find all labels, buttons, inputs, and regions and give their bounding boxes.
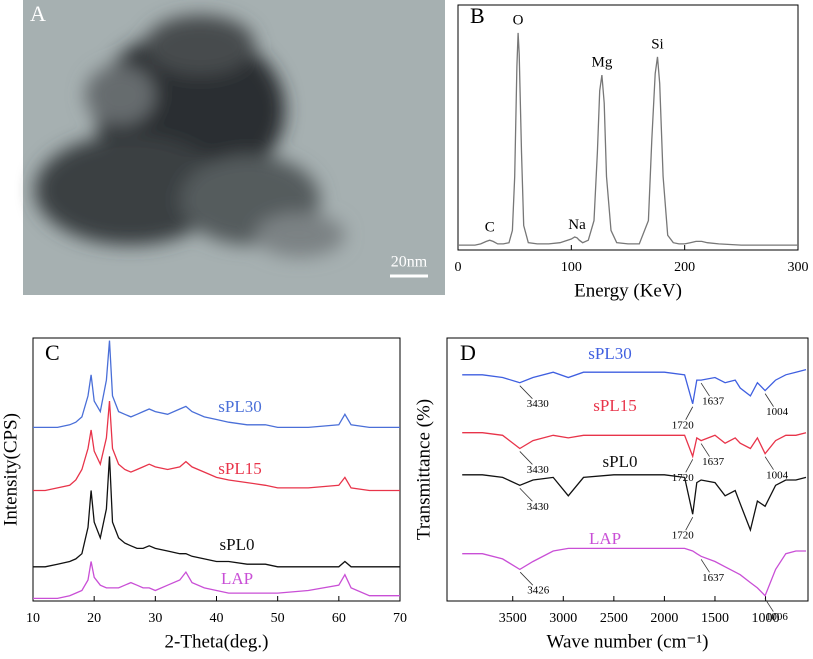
series-label: sPL15 bbox=[218, 459, 261, 478]
series-label: sPL30 bbox=[588, 344, 631, 363]
x-axis-label: Energy (KeV) bbox=[574, 280, 682, 301]
x-tick-label: 2500 bbox=[600, 611, 628, 626]
x-tick-label: 1000 bbox=[752, 611, 780, 626]
series-line bbox=[462, 474, 807, 533]
annotation-label: 1004 bbox=[766, 406, 789, 418]
annotation-arrow bbox=[764, 598, 774, 612]
annotation-label: 1637 bbox=[702, 396, 725, 408]
x-tick-label: 0 bbox=[455, 260, 462, 275]
series-line bbox=[462, 368, 807, 404]
series-label: LAP bbox=[589, 529, 621, 548]
annotation-arrow bbox=[519, 451, 533, 465]
peak-label: O bbox=[513, 12, 524, 28]
particle bbox=[35, 15, 345, 257]
annotation-arrow bbox=[700, 382, 710, 397]
series-line bbox=[458, 32, 798, 246]
x-tick-label: 3500 bbox=[499, 611, 527, 626]
panel-label: C bbox=[45, 340, 60, 365]
annotation-label: 1720 bbox=[672, 472, 695, 484]
x-tick-label: 60 bbox=[332, 611, 346, 626]
x-tick-label: 30 bbox=[148, 611, 162, 626]
x-axis-label: Wave number (cm⁻¹) bbox=[547, 631, 709, 652]
annotation-label: 3430 bbox=[527, 398, 550, 410]
series-label: LAP bbox=[221, 569, 253, 588]
series-label: sPL15 bbox=[593, 396, 636, 415]
annotation-label: 1637 bbox=[702, 572, 725, 584]
x-tick-label: 100 bbox=[561, 260, 582, 275]
x-tick-label: 300 bbox=[788, 260, 809, 275]
plot-frame bbox=[457, 4, 799, 251]
series-line bbox=[462, 547, 806, 597]
series-line bbox=[33, 401, 400, 492]
tem-image: A 20nm bbox=[23, 0, 445, 295]
peak-label: Si bbox=[651, 36, 664, 52]
x-tick-label: 3000 bbox=[549, 611, 577, 626]
series-line bbox=[33, 456, 400, 568]
series-line bbox=[33, 340, 400, 429]
annotation-label: 3426 bbox=[527, 585, 550, 597]
peak-label: Na bbox=[568, 217, 586, 233]
annotation-label: 3430 bbox=[527, 501, 550, 513]
annotation-label: 1006 bbox=[766, 611, 789, 623]
x-tick-label: 10 bbox=[26, 611, 40, 626]
x-tick-label: 200 bbox=[674, 260, 695, 275]
scale-bar-label: 20nm bbox=[391, 254, 428, 271]
x-tick-label: 40 bbox=[210, 611, 224, 626]
series-line bbox=[33, 561, 400, 600]
annotation-arrow bbox=[685, 517, 694, 531]
annotation-label: 1720 bbox=[672, 419, 695, 431]
panel-label: D bbox=[460, 340, 476, 365]
x-tick-label: 1500 bbox=[701, 611, 729, 626]
x-tick-label: 50 bbox=[271, 611, 285, 626]
annotation-label: 1720 bbox=[672, 530, 695, 542]
annotation-arrow bbox=[685, 459, 694, 473]
annotation-arrow bbox=[519, 385, 533, 399]
panel-label: A bbox=[30, 1, 46, 26]
x-axis-label: 2-Theta(deg.) bbox=[165, 631, 269, 652]
series-line bbox=[462, 432, 807, 459]
y-axis-label: Transmittance (%) bbox=[413, 399, 434, 540]
plot-frame bbox=[446, 337, 809, 602]
panel-label: B bbox=[470, 3, 485, 28]
annotation-label: 3430 bbox=[527, 464, 550, 476]
annotation-arrow bbox=[519, 488, 533, 502]
series-label: sPL30 bbox=[218, 397, 261, 416]
annotation-arrow bbox=[764, 393, 774, 407]
y-axis-label: Intensity(CPS) bbox=[0, 413, 21, 526]
annotation-label: 1004 bbox=[766, 469, 789, 481]
peak-label: Mg bbox=[592, 55, 613, 71]
annotation-arrow bbox=[685, 406, 694, 420]
annotation-arrow bbox=[700, 443, 710, 457]
annotation-arrow bbox=[700, 559, 710, 573]
annotation-arrow bbox=[764, 456, 774, 470]
x-tick-label: 20 bbox=[87, 611, 101, 626]
annotation-label: 1637 bbox=[702, 456, 725, 468]
annotation-arrow bbox=[519, 571, 534, 586]
x-tick-label: 2000 bbox=[650, 611, 678, 626]
x-tick-label: 70 bbox=[393, 611, 407, 626]
series-label: sPL0 bbox=[220, 535, 255, 554]
peak-label: C bbox=[485, 220, 495, 236]
series-label: sPL0 bbox=[603, 452, 638, 471]
